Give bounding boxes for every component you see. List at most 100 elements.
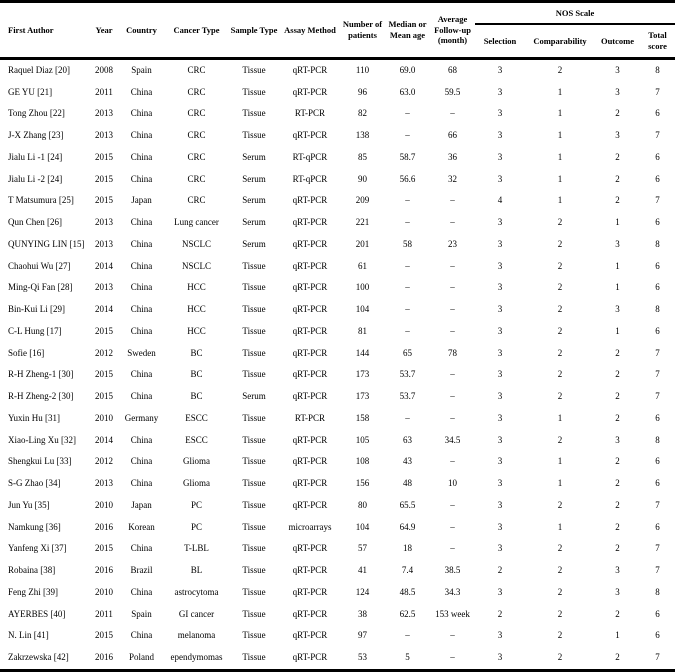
table-cell: 3 [497, 434, 503, 445]
table-cell: 7 [655, 565, 660, 576]
table-cell: 3 [497, 456, 503, 467]
table-cell: – [450, 391, 455, 402]
table-cell: – [450, 217, 455, 228]
table-cell: 2012 [95, 456, 113, 467]
table-cell: Germany [124, 412, 159, 423]
table-cell: 6 [655, 151, 660, 162]
first-author-cell: Ming-Qi Fan [28] [8, 282, 73, 293]
table-cell: 10 [448, 478, 457, 489]
table-cell: 2013 [95, 478, 113, 489]
first-author-cell: Namkung [36] [8, 521, 61, 532]
table-cell: Sweden [127, 347, 156, 358]
table-cell: HCC [187, 304, 206, 315]
table-cell: BC [190, 369, 203, 380]
table-cell: qRT-PCR [292, 64, 328, 75]
first-author-cell: Bin-Kui Li [29] [8, 304, 65, 315]
table-cell: Tissue [242, 456, 266, 467]
first-author-cell: Yuxin Hu [31] [8, 412, 60, 423]
table-cell: qRT-PCR [292, 195, 328, 206]
table-cell: Serum [242, 195, 266, 206]
table-cell: 153 week [435, 608, 470, 619]
table-cell: 81 [358, 325, 367, 336]
table-cell: 2 [557, 630, 563, 641]
table-cell: China [130, 630, 153, 641]
table-cell: 3 [497, 151, 503, 162]
table-cell: China [130, 456, 153, 467]
table-cell: CRC [187, 151, 206, 162]
first-author-cell: N. Lin [41] [8, 630, 49, 641]
first-author-cell: Jun Yu [35] [8, 499, 50, 510]
table-cell: – [405, 260, 410, 271]
table-cell: CRC [187, 173, 206, 184]
first-author-cell: R-H Zheng-2 [30] [8, 391, 74, 402]
table-cell: – [405, 195, 410, 206]
table-cell: 3 [497, 391, 503, 402]
table-cell: 34.3 [444, 586, 461, 597]
table-cell: CRC [187, 86, 206, 97]
table-row: S-G Zhao [34] 2013 China Glioma Tissue qRT-PC… [0, 473, 675, 495]
table-cell: 1 [615, 282, 620, 293]
table-cell: 1 [557, 86, 563, 97]
table-cell: 100 [355, 282, 370, 293]
table-cell: 3 [497, 108, 503, 119]
table-cell: 3 [497, 412, 503, 423]
table-cell: 2015 [95, 543, 113, 554]
table-cell: China [130, 434, 153, 445]
table-cell: 3 [497, 86, 503, 97]
table-cell: 2 [615, 652, 620, 663]
table-cell: 68 [448, 64, 457, 75]
table-cell: 6 [655, 260, 660, 271]
table-cell: 3 [497, 282, 503, 293]
table-cell: 3 [497, 652, 503, 663]
table-cell: qRT-PCR [292, 478, 328, 489]
table-body: Raquel Diaz [20] 2008 Spain CRC Tissue qRT-PC… [0, 59, 675, 671]
table-cell: 2 [615, 391, 620, 402]
table-cell: 1 [557, 130, 563, 141]
table-cell: NSCLC [181, 260, 211, 271]
table-cell: BL [190, 565, 203, 576]
table-cell: 2 [557, 434, 563, 445]
table-cell: 7 [655, 130, 660, 141]
table-cell: 7 [655, 347, 660, 358]
table-cell: 138 [355, 130, 370, 141]
table-cell: 3 [497, 347, 503, 358]
table-cell: Tissue [242, 586, 266, 597]
table-cell: 2 [557, 652, 563, 663]
table-cell: qRT-PCR [292, 565, 328, 576]
table-cell: 7 [655, 369, 660, 380]
header-row-sub: Selection Comparability Outcome Total sc… [0, 24, 675, 59]
table-cell: Tissue [242, 86, 266, 97]
table-cell: China [130, 543, 153, 554]
table-cell: 104 [355, 521, 370, 532]
table-cell: 2 [615, 173, 620, 184]
first-author-cell: GE YU [21] [8, 86, 53, 97]
table-cell: 34.5 [444, 434, 461, 445]
table-cell: 1 [557, 195, 563, 206]
table-cell: 2 [557, 64, 563, 75]
table-cell: 2011 [95, 608, 113, 619]
table-cell: qRT-PCR [292, 130, 328, 141]
table-cell: 2016 [95, 565, 113, 576]
table-row: Jialu Li -1 [24] 2015 China CRC Serum RT-qPCR… [0, 147, 675, 169]
table-cell: 32 [448, 173, 457, 184]
table-cell: 82 [358, 108, 367, 119]
table-cell: 3 [497, 478, 503, 489]
table-cell: 2 [615, 369, 620, 380]
table-cell: China [130, 217, 153, 228]
table-cell: 3 [615, 565, 620, 576]
first-author-cell: Shengkui Lu [33] [8, 456, 72, 467]
table-cell: Tissue [242, 521, 266, 532]
table-cell: 1 [615, 217, 620, 228]
table-cell: 3 [615, 238, 620, 249]
table-cell: qRT-PCR [292, 434, 328, 445]
table-cell: 53.7 [399, 369, 416, 380]
table-cell: 7.4 [401, 565, 414, 576]
table-cell: qRT-PCR [292, 543, 328, 554]
table-cell: Tissue [242, 282, 266, 293]
table-cell: RT-PCR [294, 412, 326, 423]
table-cell: RT-qPCR [292, 151, 328, 162]
table-cell: 2 [557, 499, 563, 510]
table-cell: – [450, 260, 455, 271]
table-cell: 2013 [95, 130, 113, 141]
table-cell: microarrays [288, 521, 332, 532]
